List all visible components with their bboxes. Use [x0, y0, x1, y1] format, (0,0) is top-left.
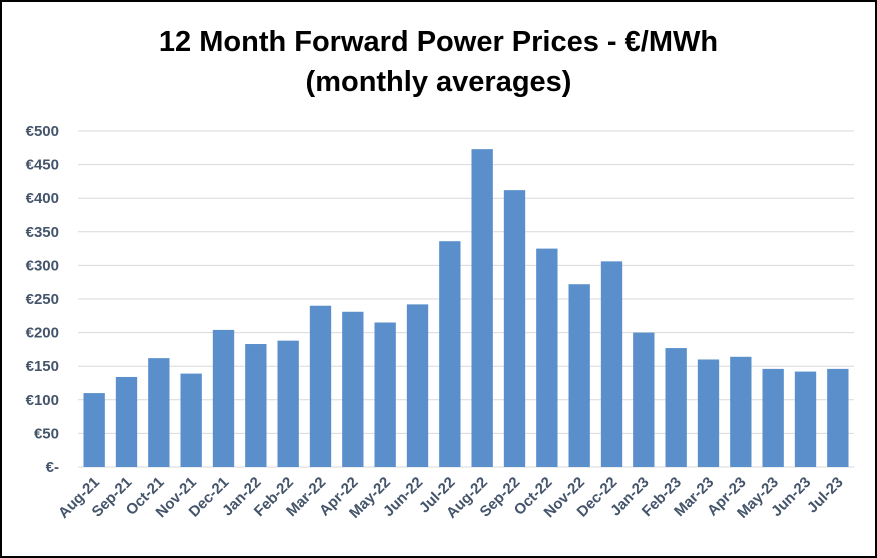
bars	[83, 149, 849, 468]
bar	[180, 373, 202, 467]
bar	[212, 329, 235, 467]
x-tick-label: Jul-23	[804, 474, 847, 517]
bar	[697, 359, 720, 467]
bar	[730, 356, 752, 467]
bar	[794, 371, 817, 467]
y-tick-label: €50	[34, 425, 59, 442]
bar	[471, 149, 493, 468]
y-tick-labels: €- €50 €100 €150 €200 €250 €300 €350 €400 €450 €50…	[26, 123, 59, 476]
bar	[665, 348, 687, 467]
bar	[309, 305, 332, 467]
y-tick-label: €100	[26, 392, 59, 409]
bar	[600, 261, 623, 467]
bar	[115, 376, 138, 467]
x-tick-labels: Aug-21Sep-21Oct-21Nov-21Dec-21Jan-22Feb-…	[55, 474, 847, 522]
chart-title-line1: 12 Month Forward Power Prices - €/MWh	[158, 26, 719, 58]
chart-title-line2: (monthly averages)	[305, 66, 572, 98]
bar	[827, 368, 849, 467]
y-tick-label: €150	[26, 358, 59, 375]
bar	[439, 241, 461, 467]
y-tick-label: €450	[26, 157, 59, 174]
y-tick-label: €400	[26, 190, 59, 207]
grid-lines	[78, 130, 854, 468]
bar	[633, 332, 655, 467]
y-tick-label: €250	[26, 291, 59, 308]
bar	[277, 340, 299, 467]
y-tick-label: €500	[26, 123, 59, 140]
y-tick-label: €200	[26, 325, 59, 342]
bar	[342, 311, 364, 467]
bar	[568, 284, 590, 467]
bar	[762, 368, 784, 467]
y-tick-label: €-	[46, 459, 59, 476]
bar	[148, 358, 170, 467]
chart-title: 12 Month Forward Power Prices - €/MWh (m…	[0, 22, 877, 102]
bar	[406, 304, 429, 467]
y-tick-label: €350	[26, 224, 59, 241]
bar	[503, 190, 526, 468]
bar	[536, 248, 558, 467]
bar	[83, 393, 105, 467]
bar	[374, 322, 396, 467]
bar	[245, 344, 267, 467]
y-tick-label: €300	[26, 257, 59, 274]
